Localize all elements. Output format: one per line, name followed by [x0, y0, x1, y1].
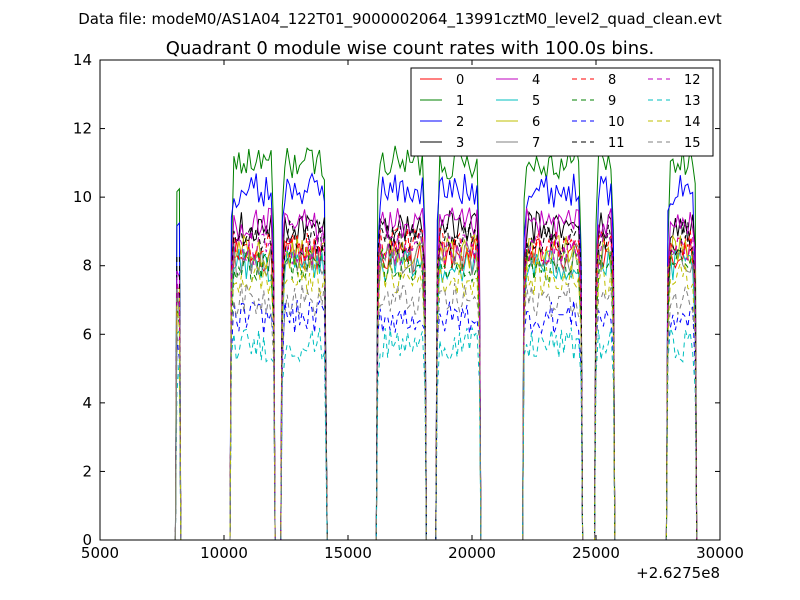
legend-label: 2	[456, 115, 464, 130]
legend-label: 1	[456, 94, 464, 109]
chart-title: Quadrant 0 module wise count rates with …	[166, 38, 655, 59]
y-tick-label: 2	[82, 462, 92, 480]
x-tick-label: 15000	[324, 544, 372, 562]
y-tick-label: 4	[82, 394, 92, 412]
series-line-15	[174, 283, 701, 540]
legend-label: 7	[532, 136, 540, 151]
y-tick-label: 6	[82, 325, 92, 343]
x-tick-label: 25000	[572, 544, 620, 562]
series-line-9	[174, 247, 701, 540]
plot-area	[174, 145, 701, 540]
legend-label: 14	[684, 115, 701, 130]
legend-label: 6	[532, 115, 540, 130]
legend-label: 10	[608, 115, 625, 130]
legend-label: 8	[608, 73, 616, 88]
y-tick-label: 12	[73, 120, 92, 138]
legend-label: 9	[608, 94, 616, 109]
legend-label: 0	[456, 73, 464, 88]
x-tick-label: 5000	[81, 544, 119, 562]
y-tick-label: 8	[82, 257, 92, 275]
legend-label: 5	[532, 94, 540, 109]
legend-label: 12	[684, 73, 701, 88]
y-tick-label: 0	[82, 531, 92, 549]
legend-label: 3	[456, 136, 464, 151]
legend-label: 4	[532, 73, 540, 88]
y-tick-label: 10	[73, 188, 92, 206]
suptitle: Data file: modeM0/AS1A04_122T01_90000020…	[78, 10, 722, 29]
y-tick-label: 14	[73, 51, 92, 69]
axes-frame	[99, 59, 721, 541]
legend-label: 15	[684, 136, 701, 151]
legend-label: 11	[608, 136, 625, 151]
x-offset-label: +2.6275e8	[636, 564, 720, 582]
x-tick-label: 10000	[200, 544, 248, 562]
series-line-12	[174, 231, 701, 540]
series-line-11	[174, 219, 701, 540]
series-line-14	[174, 261, 701, 540]
x-tick-label: 30000	[696, 544, 744, 562]
legend-label: 13	[684, 94, 701, 109]
x-tick-label: 20000	[448, 544, 496, 562]
legend-box	[410, 67, 714, 157]
